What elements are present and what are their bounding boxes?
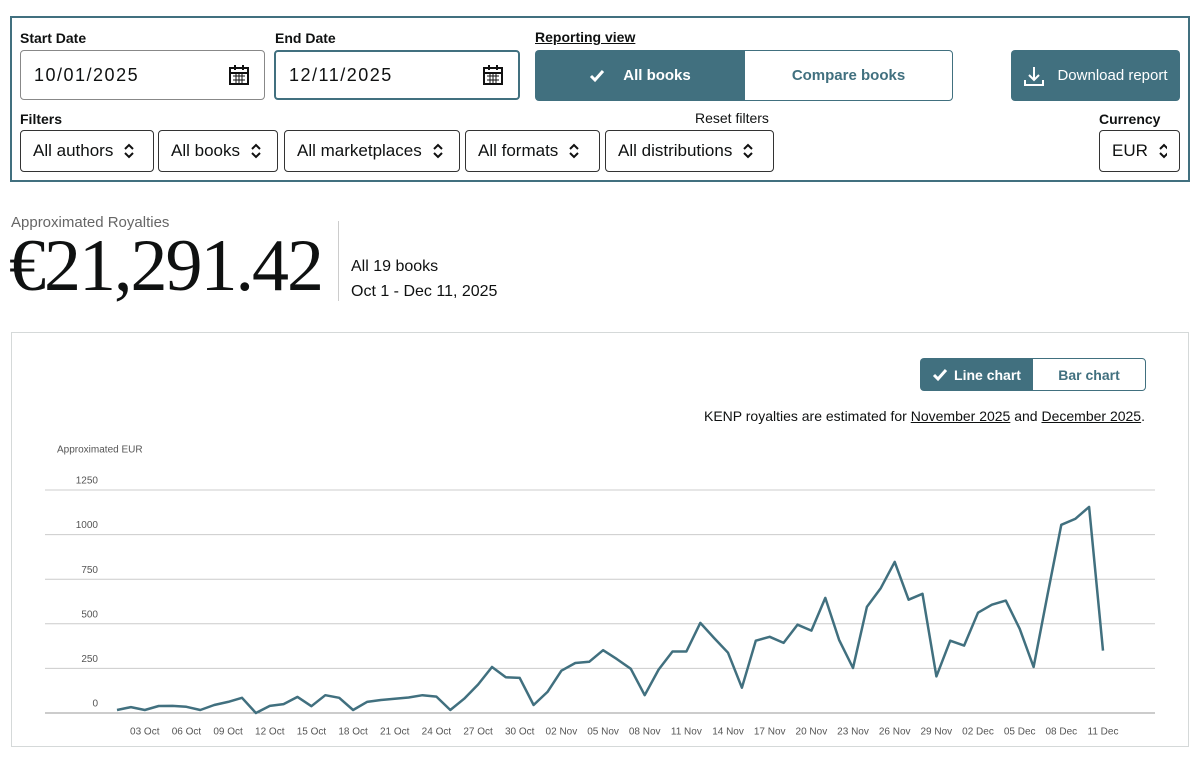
period: Oct 1 - Dec 11, 2025: [351, 283, 498, 300]
x-tick-label: 08 Nov: [629, 727, 661, 738]
x-tick-label: 11 Dec: [1088, 727, 1119, 738]
x-tick-label: 12 Oct: [255, 727, 285, 738]
y-tick-label: 500: [81, 609, 98, 620]
note-link[interactable]: December 2025: [1041, 408, 1142, 424]
download-button[interactable]: Download report: [1011, 50, 1180, 101]
reporting-view-label[interactable]: Reporting view: [535, 29, 636, 45]
compare-books-toggle[interactable]: Compare books: [744, 50, 953, 101]
currency-label: Currency: [1099, 111, 1161, 127]
x-tick-label: 02 Dec: [962, 727, 994, 738]
x-tick-label: 17 Nov: [754, 727, 786, 738]
end-date-value: 12/11/2025: [289, 64, 393, 85]
note-end: .: [1141, 408, 1145, 424]
end-date-input[interactable]: 12/11/2025: [274, 50, 520, 100]
select[interactable]: All distributions: [605, 130, 774, 172]
x-tick-label: 23 Nov: [837, 727, 869, 738]
x-tick-label: 09 Oct: [213, 727, 243, 738]
royalties-amount: €21,291.42: [9, 225, 324, 307]
calendar-icon: [229, 65, 249, 85]
separator: [338, 221, 339, 301]
x-tick-label: 30 Oct: [505, 727, 535, 738]
y-tick-label: 1250: [76, 476, 99, 487]
select[interactable]: EUR: [1099, 130, 1180, 172]
end-date-label: End Date: [275, 30, 336, 46]
line-chart-toggle[interactable]: Line chart: [920, 358, 1033, 391]
x-tick-label: 05 Nov: [587, 727, 619, 738]
select-value: All distributions: [618, 141, 733, 160]
series-line: [116, 505, 1105, 715]
x-tick-label: 24 Oct: [422, 727, 452, 738]
y-tick-label: 250: [81, 654, 98, 665]
x-tick-label: 18 Oct: [338, 727, 368, 738]
updown-icon: [433, 143, 443, 159]
filter-panel: [10, 16, 1190, 182]
updown-icon: [743, 143, 754, 159]
check-icon: [590, 69, 605, 82]
select[interactable]: All formats: [465, 130, 600, 172]
start-date-label: Start Date: [20, 30, 87, 46]
select-value: All authors: [33, 141, 114, 160]
bar-chart-text: Bar chart: [1058, 366, 1120, 383]
updown-icon: [124, 143, 135, 159]
y-tick-label: 1000: [76, 520, 99, 531]
updown-icon: [1159, 143, 1167, 159]
note-and: and: [1014, 408, 1038, 424]
select-value: All books: [171, 141, 240, 160]
x-tick-label: 02 Nov: [546, 727, 578, 738]
select-value: EUR: [1112, 141, 1148, 160]
select-value: All marketplaces: [297, 141, 422, 160]
x-tick-label: 14 Nov: [712, 727, 744, 738]
reset-filters[interactable]: Reset filters: [695, 110, 769, 126]
compare-books-text: Compare books: [791, 67, 906, 84]
start-date-value: 10/01/2025: [34, 64, 140, 85]
x-tick-label: 11 Nov: [671, 727, 702, 738]
line-chart-text: Line chart: [954, 366, 1021, 383]
all-books-toggle[interactable]: All books: [535, 50, 745, 101]
select[interactable]: All marketplaces: [284, 130, 460, 172]
select-value: All formats: [478, 141, 559, 160]
x-tick-label: 20 Nov: [796, 727, 828, 738]
books-count: All 19 books: [351, 258, 439, 275]
y-tick-label: 0: [92, 699, 98, 710]
y-tick-label: 750: [81, 565, 98, 576]
bar-chart-toggle[interactable]: Bar chart: [1032, 358, 1146, 391]
download-icon: [1024, 66, 1045, 86]
x-tick-label: 27 Oct: [463, 727, 493, 738]
check-icon: [932, 368, 948, 381]
updown-icon: [251, 143, 261, 159]
filters-label: Filters: [20, 111, 63, 127]
download-text: Download report: [1057, 67, 1168, 84]
chart-panel: [11, 332, 1189, 747]
select[interactable]: All books: [158, 130, 278, 172]
start-date-input[interactable]: 10/01/2025: [20, 50, 265, 100]
x-tick-label: 29 Nov: [921, 727, 953, 738]
calendar-icon: [483, 65, 503, 85]
x-tick-label: 21 Oct: [380, 727, 410, 738]
note-text: KENP royalties are estimated for: [703, 408, 907, 424]
x-tick-label: 26 Nov: [879, 727, 911, 738]
x-tick-label: 05 Dec: [1004, 727, 1036, 738]
kenp-note: KENP royalties are estimated for Novembe…: [704, 408, 1145, 424]
x-tick-label: 06 Oct: [172, 727, 202, 738]
y-axis-label: Approximated EUR: [57, 445, 143, 456]
note-link[interactable]: November 2025: [910, 408, 1011, 424]
x-tick-label: 03 Oct: [130, 727, 160, 738]
all-books-text: All books: [623, 67, 691, 84]
royalties-label: Approximated Royalties: [11, 214, 170, 231]
x-tick-label: 15 Oct: [297, 727, 327, 738]
updown-icon: [569, 143, 580, 159]
x-tick-label: 08 Dec: [1045, 727, 1077, 738]
select[interactable]: All authors: [20, 130, 154, 172]
